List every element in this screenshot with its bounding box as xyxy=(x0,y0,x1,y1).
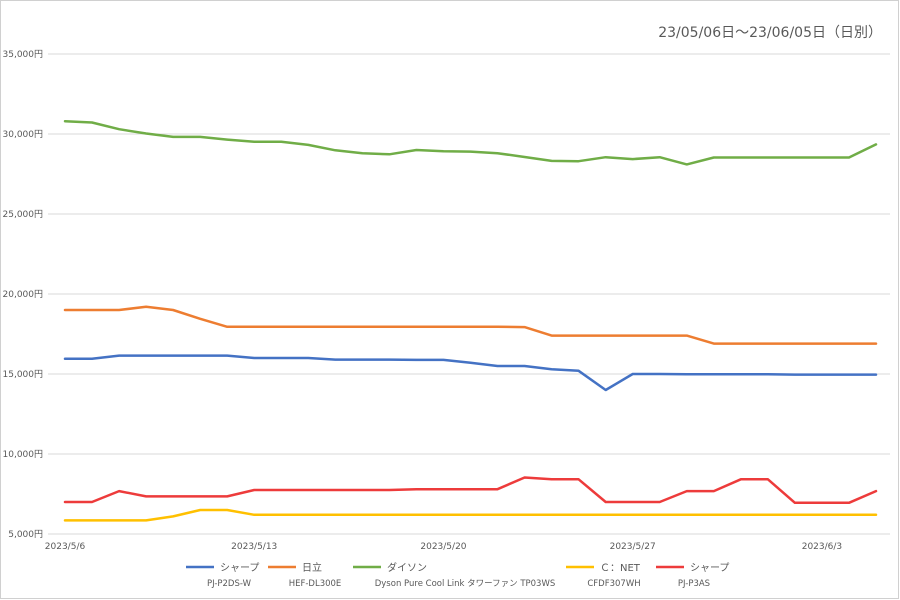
y-tick-label: 30,000円 xyxy=(3,129,44,140)
x-tick-label: 2023/6/3 xyxy=(802,542,842,552)
x-tick-label: 2023/5/20 xyxy=(420,542,466,552)
y-tick-label: 15,000円 xyxy=(3,369,44,380)
legend-series-name: 日立 xyxy=(302,561,322,574)
legend: シャープ PJ-P2DS-W 日立 HEF-DL300E ダイソン Dyson Pure … xyxy=(186,561,729,589)
chart-title: 23/05/06日～23/06/05日（日別） xyxy=(658,25,882,41)
y-tick-label: 10,000円 xyxy=(3,449,44,460)
gridlines xyxy=(48,53,890,535)
legend-series-model: Dyson Pure Cool Link タワーファン TP03WS xyxy=(375,579,556,589)
legend-series-name: シャープ xyxy=(220,562,259,574)
y-tick-label: 35,000円 xyxy=(3,49,44,60)
legend-series-model: PJ-P3AS xyxy=(678,579,710,589)
series-line-1 xyxy=(63,305,878,345)
legend-series-name: ダイソン xyxy=(387,561,427,574)
legend-series-model: PJ-P2DS-W xyxy=(207,579,252,589)
x-tick-label: 2023/5/13 xyxy=(231,542,277,552)
legend-series-name: Ｃ：NET xyxy=(600,563,641,574)
legend-series-model: CFDF307WH xyxy=(587,579,640,589)
legend-series-model: HEF-DL300E xyxy=(289,579,342,589)
x-tick-label: 2023/5/27 xyxy=(610,542,656,552)
series-line-4 xyxy=(63,476,878,505)
y-axis-tick-labels: 5,000円 10,000円 15,000円 20,000円 25,000円 30,000… xyxy=(3,49,44,540)
x-axis-tick-labels: 2023/5/6 2023/5/13 2023/5/20 2023/5/27 2023/… xyxy=(45,542,842,552)
y-tick-label: 20,000円 xyxy=(3,289,44,300)
series-line-2 xyxy=(63,119,878,166)
x-tick-label: 2023/5/6 xyxy=(45,542,86,552)
y-tick-label: 25,000円 xyxy=(3,209,44,220)
series-line-3 xyxy=(63,508,878,522)
series-line-0 xyxy=(63,354,878,392)
series-lines xyxy=(63,119,878,522)
legend-series-name: シャープ xyxy=(690,562,729,574)
y-tick-label: 5,000円 xyxy=(8,529,43,540)
